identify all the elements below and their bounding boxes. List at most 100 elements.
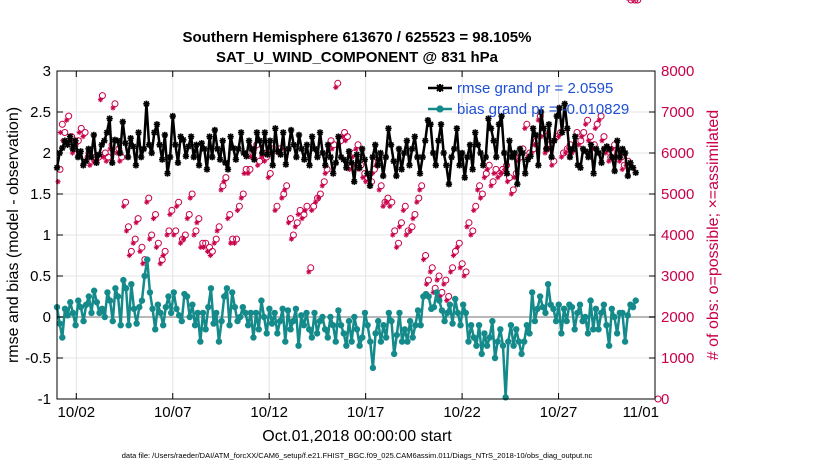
rmse-point <box>232 156 240 163</box>
obs-assimilated-point <box>177 240 184 246</box>
y-tick-label: 0 <box>43 309 51 326</box>
bias-point <box>390 350 398 358</box>
obs-assimilated-point <box>265 175 271 181</box>
bias-point <box>526 330 533 337</box>
x-tick-label: 10/27 <box>540 404 578 421</box>
rmse-point <box>74 153 82 161</box>
obs-assimilated-point <box>471 207 477 213</box>
bias-point <box>470 334 477 341</box>
bias-point <box>600 301 608 308</box>
rmse-point <box>358 145 366 153</box>
obs-assimilated-point <box>315 195 322 201</box>
rmse-point <box>330 170 337 177</box>
obs-possible-point <box>408 223 416 231</box>
obs-assimilated-point <box>363 179 369 185</box>
bias-point <box>324 334 331 341</box>
rmse-point <box>269 162 276 169</box>
rmse-point <box>187 133 195 140</box>
obs-possible-point <box>233 235 241 243</box>
obs-assimilated-point <box>441 281 447 287</box>
y-tick-label: 1 <box>43 227 51 244</box>
obs-assimilated-point <box>120 203 127 209</box>
rmse-point <box>461 174 468 181</box>
obs-assimilated-point <box>261 158 268 164</box>
rmse-point <box>608 153 616 161</box>
bias-point <box>337 322 345 329</box>
obs-assimilated-point <box>393 244 400 250</box>
rmse-point <box>287 126 295 134</box>
bias-point <box>494 338 501 345</box>
rmse-point <box>253 129 261 136</box>
bias-point <box>319 313 326 321</box>
bias-point <box>305 326 313 333</box>
obs-possible-point <box>212 235 220 243</box>
rmse-point <box>585 153 592 161</box>
bias-point <box>521 338 528 345</box>
x-tick-label: 11/01 <box>623 404 659 421</box>
rmse-point <box>156 141 163 148</box>
obs-possible-point <box>593 120 601 128</box>
bias-point <box>624 312 631 319</box>
bias-point <box>377 338 385 345</box>
y-tick-label: 1.5 <box>30 186 51 203</box>
rmse-point <box>159 156 166 163</box>
bias-point <box>367 338 374 345</box>
bias-point <box>446 301 454 308</box>
bias-point <box>266 305 273 312</box>
obs-possible-point <box>597 112 605 120</box>
obs-assimilated-point <box>137 248 143 254</box>
rmse-point <box>411 133 418 140</box>
bias-point <box>536 293 544 300</box>
obs-possible-point <box>235 202 243 210</box>
rmse-point <box>345 148 353 155</box>
bias-point <box>215 338 223 345</box>
bias-point <box>571 326 578 333</box>
bias-point <box>199 309 207 317</box>
bias-point <box>332 338 339 345</box>
rmse-point <box>456 162 463 169</box>
rmse-point <box>506 137 513 144</box>
y2-tick-label: 8000 <box>661 63 694 80</box>
obs-assimilated-point <box>491 170 497 177</box>
rmse-point <box>282 161 290 168</box>
obs-possible-point <box>388 198 396 206</box>
y-tick-label: -0.5 <box>25 350 51 367</box>
bias-point <box>351 313 358 321</box>
rmse-point <box>511 149 518 157</box>
obs-possible-point <box>391 227 399 235</box>
bias-point <box>327 313 334 321</box>
obs-possible-point <box>445 293 453 300</box>
bias-point <box>473 342 480 349</box>
rmse-point <box>564 125 571 132</box>
bias-point <box>292 305 300 312</box>
obs-assimilated-point <box>180 236 186 242</box>
bias-point <box>290 317 297 325</box>
bias-point <box>218 317 225 325</box>
obs-possible-point <box>98 92 106 100</box>
rmse-point <box>464 153 471 161</box>
rmse-point <box>274 148 282 155</box>
bias-point <box>149 305 156 312</box>
bias-point <box>122 285 130 292</box>
bias-point <box>398 338 406 345</box>
obs-assimilated-point <box>468 232 474 238</box>
bias-point <box>236 313 244 321</box>
obs-assimilated-point <box>450 252 457 259</box>
obs-possible-point <box>168 206 176 214</box>
rmse-point <box>59 144 66 152</box>
bias-point <box>194 309 201 317</box>
rmse-point <box>101 137 108 144</box>
obs-assimilated-point <box>218 187 224 193</box>
bias-point <box>152 326 159 333</box>
bias-point <box>558 330 565 337</box>
bias-point <box>489 317 496 325</box>
rmse-point <box>572 133 579 140</box>
chart-subtitle: SAT_U_WIND_COMPONENT @ 831 hPa <box>216 49 499 66</box>
bias-point <box>104 289 111 296</box>
rmse-point <box>487 125 495 132</box>
rmse-point <box>469 166 476 173</box>
rmse-point <box>408 145 416 153</box>
bias-point <box>465 338 472 345</box>
rmse-point <box>451 145 458 153</box>
rmse-point <box>458 149 466 157</box>
